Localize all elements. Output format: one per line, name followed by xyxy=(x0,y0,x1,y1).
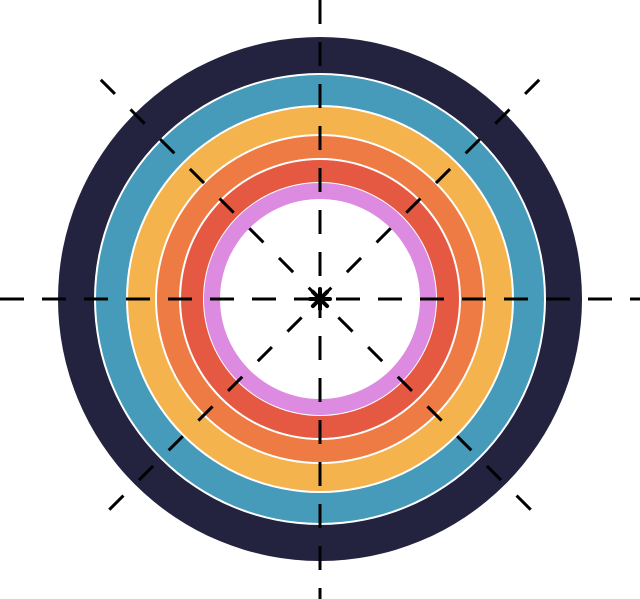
center-star-stroke xyxy=(310,289,330,309)
center-star-icon xyxy=(308,287,332,311)
